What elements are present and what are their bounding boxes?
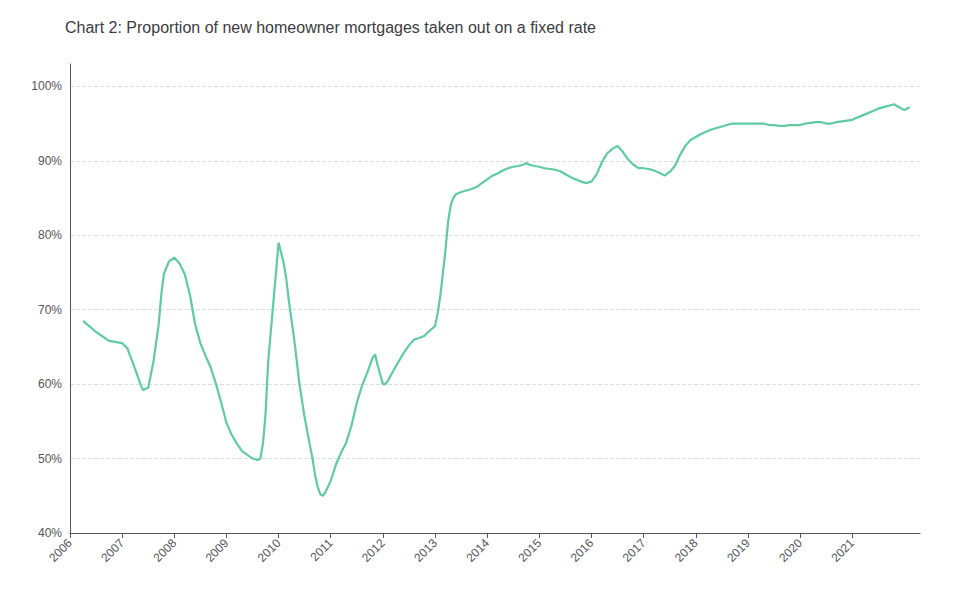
svg-text:Chart 2: Proportion of new hom: Chart 2: Proportion of new homeowner mor… — [65, 19, 596, 36]
svg-text:80%: 80% — [38, 228, 62, 242]
svg-text:2016: 2016 — [568, 536, 597, 565]
svg-text:70%: 70% — [38, 303, 62, 317]
svg-text:2008: 2008 — [150, 536, 179, 565]
svg-text:50%: 50% — [38, 452, 62, 466]
svg-text:2017: 2017 — [620, 536, 649, 565]
svg-text:2006: 2006 — [46, 536, 75, 565]
svg-text:60%: 60% — [38, 377, 62, 391]
svg-text:2014: 2014 — [463, 536, 492, 565]
svg-text:2011: 2011 — [308, 536, 336, 564]
svg-text:2009: 2009 — [203, 536, 232, 565]
svg-text:2018: 2018 — [672, 536, 701, 565]
svg-text:2007: 2007 — [98, 536, 127, 565]
svg-text:40%: 40% — [38, 526, 62, 540]
svg-text:2013: 2013 — [411, 536, 440, 565]
svg-text:2010: 2010 — [255, 536, 284, 565]
svg-text:2019: 2019 — [724, 536, 753, 565]
svg-text:100%: 100% — [31, 79, 62, 93]
svg-text:90%: 90% — [38, 154, 62, 168]
svg-text:2020: 2020 — [776, 536, 805, 565]
svg-text:2015: 2015 — [516, 536, 545, 565]
svg-text:2012: 2012 — [359, 536, 388, 565]
svg-text:2021: 2021 — [828, 536, 857, 565]
